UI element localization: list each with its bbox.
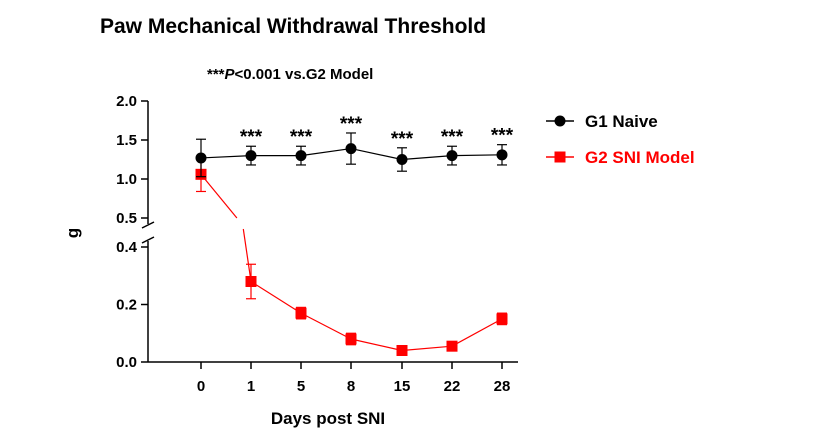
data-point (295, 150, 307, 162)
data-point (496, 313, 508, 325)
subtitle-p: P (225, 66, 236, 83)
x-tick-label: 22 (444, 378, 461, 395)
y-tick-label: 0.0 (116, 354, 137, 371)
legend-marker (554, 151, 566, 163)
series-line-segment (242, 228, 252, 282)
series-line-segment (451, 318, 503, 347)
series-line-segment (401, 345, 453, 352)
series-line-segment (200, 155, 252, 159)
significance-marker: *** (441, 127, 464, 148)
series-line-segment (250, 280, 302, 314)
x-tick-label: 1 (247, 378, 255, 395)
significance-marker: *** (340, 114, 363, 135)
x-tick-label: 28 (494, 378, 511, 395)
plot-area: 0.51.01.52.00.00.20.40 1 5 8 15 22 28*** ******… (116, 93, 518, 395)
x-tick-label: 8 (347, 378, 355, 395)
axis-break-mark (141, 236, 155, 244)
legend-label: G1 Naive (585, 112, 658, 131)
significance-marker: *** (491, 126, 514, 147)
data-point (345, 143, 357, 155)
significance-marker: *** (391, 129, 414, 150)
y-tick-label: 1.0 (116, 171, 137, 188)
series-line-segment (401, 155, 453, 161)
x-tick-label: 5 (297, 378, 305, 395)
y-tick-label: 1.5 (116, 132, 137, 149)
data-point (446, 150, 458, 162)
series-line-segment (350, 338, 403, 352)
y-tick-label: 0.2 (116, 297, 137, 314)
y-tick-label: 0.4 (116, 239, 138, 256)
x-axis-label: Days post SNI (271, 409, 385, 428)
legend-label: G2 SNI Model (585, 148, 695, 167)
data-point (195, 152, 207, 164)
x-tick-label: 0 (197, 378, 205, 395)
data-point (245, 276, 257, 287)
y-tick-label: 0.5 (116, 210, 137, 227)
y-axis-label: g (63, 228, 82, 238)
data-point (245, 150, 257, 162)
subtitle-stars: *** (207, 66, 225, 83)
x-tick-label: 15 (394, 378, 411, 395)
significance-marker: *** (240, 127, 263, 148)
series-line-segment (300, 147, 352, 157)
series-line-segment (350, 147, 403, 161)
data-point (396, 345, 408, 356)
data-point (345, 333, 357, 345)
significance-marker: *** (290, 127, 313, 148)
data-point (446, 340, 458, 352)
y-tick-label: 2.0 (116, 93, 137, 110)
axis-break-mark (141, 221, 155, 229)
series-line-segment (200, 173, 238, 219)
series-line-segment (300, 312, 352, 340)
chart-subtitle: ***P<0.001 vs.G2 Model (207, 66, 373, 83)
data-point (396, 154, 408, 165)
subtitle-rest: <0.001 vs.G2 Model (235, 66, 374, 83)
series-line-segment (451, 154, 503, 157)
data-point (496, 149, 508, 161)
legend: G1 Naive G2 SNI Model (546, 112, 695, 167)
chart-title: Paw Mechanical Withdrawal Threshold (100, 15, 486, 38)
data-point (295, 307, 307, 319)
legend-marker (554, 115, 566, 127)
